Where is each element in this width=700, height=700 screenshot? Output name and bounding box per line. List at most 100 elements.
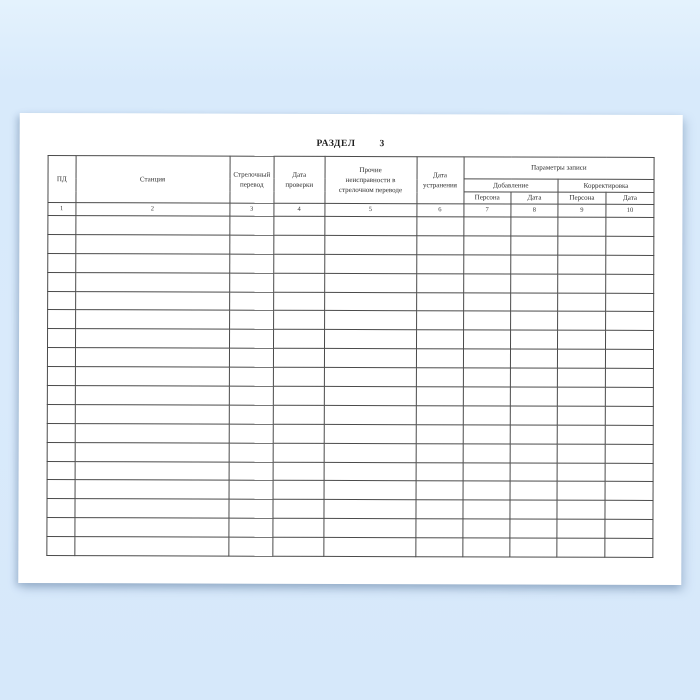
empty-cell <box>557 273 606 293</box>
empty-cell <box>47 328 76 348</box>
empty-cell <box>462 386 511 406</box>
empty-cell <box>462 481 511 501</box>
empty-cell <box>273 386 324 406</box>
empty-cell <box>510 443 558 463</box>
empty-cell <box>228 537 273 557</box>
col-header-addition: Добавление <box>463 178 559 193</box>
empty-cell <box>605 462 654 482</box>
empty-cell <box>273 461 324 481</box>
empty-cell <box>605 217 654 237</box>
empty-cell <box>74 347 230 368</box>
header-row-main: ПД Станция Стрелочный перевод Дата прове… <box>47 155 655 204</box>
empty-cell <box>509 500 558 520</box>
empty-cell <box>605 273 654 294</box>
empty-cell <box>510 235 558 255</box>
empty-cell <box>47 442 75 462</box>
empty-cell <box>273 329 325 349</box>
empty-cell <box>74 461 229 481</box>
empty-cell <box>463 330 511 350</box>
empty-cell <box>463 235 511 255</box>
column-number: 2 <box>75 202 230 217</box>
column-number: 5 <box>324 203 417 217</box>
empty-cell <box>462 462 511 482</box>
empty-cell <box>510 217 558 237</box>
empty-form-row <box>46 536 653 558</box>
empty-cell <box>557 406 606 426</box>
empty-cell <box>46 536 75 556</box>
empty-cell <box>415 348 464 368</box>
empty-cell <box>557 236 606 256</box>
empty-cell <box>604 500 654 520</box>
empty-cell <box>556 538 605 558</box>
empty-cell <box>229 272 274 292</box>
empty-cell <box>416 235 464 255</box>
empty-cell <box>273 480 324 500</box>
empty-cell <box>509 538 557 558</box>
column-number: 8 <box>510 204 558 218</box>
empty-cell <box>605 292 654 312</box>
empty-cell <box>557 330 606 350</box>
empty-cell <box>273 310 325 330</box>
empty-cell <box>463 216 511 236</box>
column-number: 1 <box>47 202 76 216</box>
empty-cell <box>415 500 463 520</box>
empty-cell <box>323 499 416 519</box>
empty-cell <box>47 310 76 329</box>
empty-cell <box>324 329 417 349</box>
empty-cell <box>605 425 654 445</box>
empty-cell <box>323 386 416 406</box>
empty-cell <box>510 292 558 312</box>
empty-cell <box>273 254 325 274</box>
empty-cell <box>273 424 324 444</box>
empty-cell <box>228 461 274 481</box>
empty-cell <box>416 216 464 236</box>
empty-cell <box>323 367 416 387</box>
empty-cell <box>463 292 511 312</box>
empty-cell <box>605 311 654 331</box>
empty-cell <box>415 537 463 557</box>
empty-cell <box>462 349 511 369</box>
empty-cell <box>556 519 605 539</box>
empty-cell <box>229 291 274 311</box>
column-number: 6 <box>416 203 464 217</box>
empty-cell <box>273 348 325 368</box>
empty-cell <box>462 519 510 539</box>
empty-cell <box>510 349 558 369</box>
empty-cell <box>75 328 230 349</box>
inspection-form-table: ПД Станция Стрелочный перевод Дата прове… <box>46 155 655 558</box>
empty-cell <box>273 235 325 255</box>
empty-form-row <box>46 498 654 520</box>
empty-cell <box>510 481 558 501</box>
empty-cell <box>273 272 325 292</box>
empty-cell <box>605 255 654 275</box>
empty-cell <box>46 517 75 537</box>
empty-cell <box>75 215 230 236</box>
empty-cell <box>557 481 606 501</box>
empty-cell <box>228 386 274 406</box>
empty-form-row <box>47 291 654 312</box>
empty-cell <box>47 461 75 481</box>
empty-cell <box>74 517 229 538</box>
col-header-addition-person: Персона <box>463 191 511 205</box>
empty-cell <box>604 538 653 558</box>
empty-form-row <box>47 328 654 350</box>
empty-cell <box>47 291 76 311</box>
empty-cell <box>229 310 274 330</box>
empty-cell <box>416 254 464 274</box>
empty-cell <box>510 368 558 388</box>
col-header-correction-date: Дата <box>605 192 655 205</box>
empty-cell <box>416 311 464 331</box>
empty-form-row <box>46 517 653 539</box>
empty-cell <box>47 385 75 405</box>
empty-cell <box>557 349 606 369</box>
empty-cell <box>557 217 606 237</box>
empty-cell <box>510 405 558 425</box>
empty-cell <box>415 367 463 387</box>
empty-cell <box>510 311 558 331</box>
column-number: 9 <box>557 204 606 218</box>
empty-cell <box>47 347 76 367</box>
table-body <box>46 215 654 558</box>
empty-form-row <box>47 461 654 482</box>
col-header-correction: Корректировка <box>557 179 655 193</box>
empty-cell <box>273 367 324 387</box>
